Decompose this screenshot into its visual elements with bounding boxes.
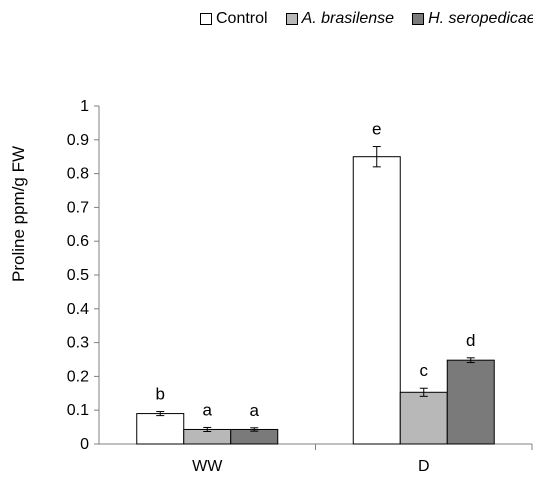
legend-swatch-a-brasilense <box>285 13 298 25</box>
y-tick-label: 0.7 <box>67 199 89 216</box>
y-tick-label: 0 <box>80 436 89 453</box>
significance-label: e <box>372 120 381 139</box>
y-tick-label: 0.5 <box>67 267 89 284</box>
bar <box>136 413 185 445</box>
chart-bars: b a a e c d <box>136 120 495 445</box>
significance-label: c <box>420 361 429 380</box>
y-tick-label: 0.2 <box>67 368 89 385</box>
legend-label-control: Control <box>216 10 268 27</box>
legend-swatch-control <box>200 13 212 25</box>
legend-item-h-seropedicae: H. seropedicae <box>412 10 533 28</box>
x-tick-label: D <box>418 458 430 475</box>
legend-label-h-seropedicae: H. seropedicae <box>428 10 533 27</box>
significance-label: a <box>250 401 260 420</box>
bar <box>399 391 448 445</box>
significance-label: b <box>156 385 165 404</box>
y-tick-label: 1 <box>80 98 89 115</box>
bar <box>446 359 495 445</box>
significance-label: d <box>466 331 475 350</box>
y-tick-label: 0.6 <box>67 233 89 250</box>
y-tick-label: 0.8 <box>67 166 89 183</box>
y-tick-label: 0.1 <box>67 402 89 419</box>
bar <box>352 156 401 445</box>
legend: Control A. brasilense H. seropedicae <box>200 10 533 28</box>
y-tick-label: 0.3 <box>67 335 89 352</box>
y-axis-label: Proline ppm/g FW <box>9 146 28 282</box>
y-tick-label: 0.4 <box>67 301 89 318</box>
x-tick-label: WW <box>192 458 223 475</box>
legend-item-control: Control <box>200 10 268 28</box>
y-tick-label: 0.9 <box>67 132 89 149</box>
legend-item-a-brasilense: A. brasilense <box>285 10 395 28</box>
legend-label-a-brasilense: A. brasilense <box>301 10 395 27</box>
significance-label: a <box>203 400 213 419</box>
legend-swatch-h-seropedicae <box>412 13 425 25</box>
chart-axes: 0 0.1 0.2 0.3 0.4 0.5 0.6 0.7 0.8 0.9 1 WW D <box>67 98 533 475</box>
